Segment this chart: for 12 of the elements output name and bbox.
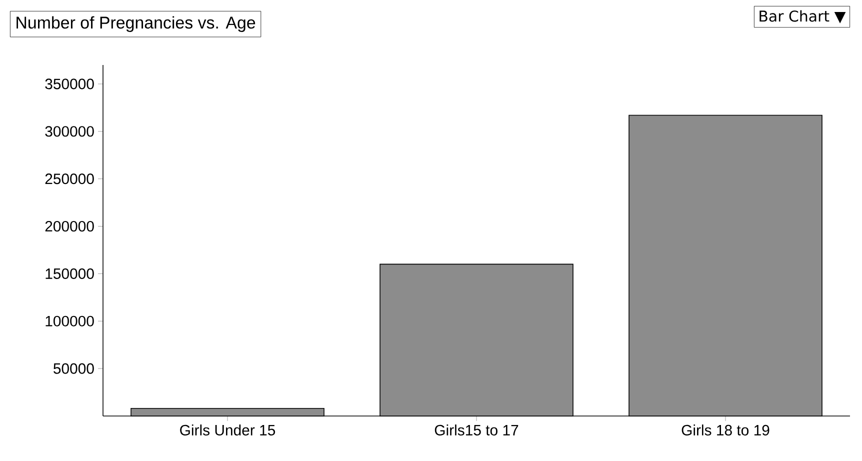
x-tick-label: Girls Under 15 — [180, 424, 276, 436]
y-tick-label: 150000 — [46, 268, 94, 279]
y-tick-label: 50000 — [54, 363, 94, 374]
y-tick-label: 300000 — [45, 126, 94, 137]
x-tick-label: Girls 18 to 19 — [682, 424, 770, 436]
y-tick-label: 100000 — [46, 316, 94, 326]
text: Bar Chart ▼ — [760, 10, 846, 24]
chart-title: Number of Pregnancies vs. Age — [16, 16, 256, 32]
y-tick-label: 200000 — [45, 220, 94, 232]
y-tick-label: 350000 — [45, 78, 94, 90]
x-tick-label: Girls15 to 17 — [434, 424, 518, 436]
y-tick-label: 250000 — [45, 174, 94, 184]
